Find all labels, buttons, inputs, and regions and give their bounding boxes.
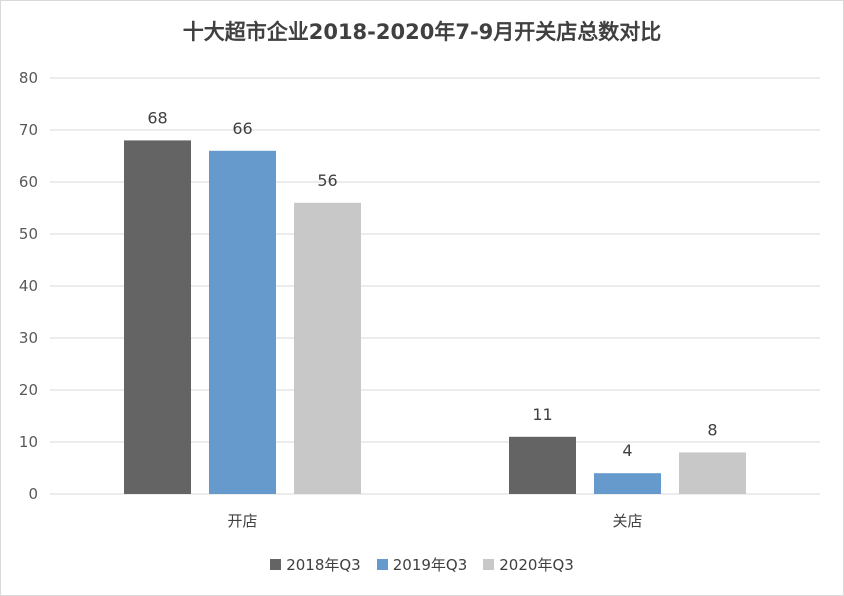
y-tick-label: 10 bbox=[19, 433, 38, 451]
bar bbox=[209, 150, 276, 495]
data-label: 56 bbox=[317, 171, 337, 190]
legend: 2018年Q3 2019年Q3 2020年Q3 bbox=[0, 554, 844, 575]
bar bbox=[594, 473, 661, 494]
legend-swatch bbox=[483, 559, 495, 570]
data-label: 4 bbox=[622, 441, 632, 460]
legend-label: 2020年Q3 bbox=[499, 556, 574, 574]
bar bbox=[294, 202, 361, 495]
legend-label: 2018年Q3 bbox=[286, 556, 361, 574]
data-label: 66 bbox=[232, 119, 252, 138]
y-tick-label: 70 bbox=[19, 121, 38, 139]
legend-swatch bbox=[270, 559, 282, 570]
legend-item: 2018年Q3 bbox=[270, 554, 361, 575]
legend-swatch bbox=[376, 559, 388, 570]
data-label: 8 bbox=[707, 420, 717, 439]
y-tick-label: 20 bbox=[19, 381, 38, 399]
chart-title: 十大超市企业2018-2020年7-9月开关店总数对比 bbox=[182, 20, 662, 44]
bar bbox=[679, 452, 746, 494]
legend-item: 2019年Q3 bbox=[376, 554, 468, 575]
data-label: 68 bbox=[147, 108, 167, 127]
y-tick-label: 60 bbox=[19, 173, 38, 191]
y-tick-label: 40 bbox=[19, 277, 38, 295]
category-label: 开店 bbox=[227, 512, 257, 530]
bar bbox=[509, 436, 576, 494]
data-label: 11 bbox=[532, 405, 552, 424]
y-tick-label: 80 bbox=[19, 69, 38, 87]
y-tick-label: 50 bbox=[19, 225, 38, 243]
category-label: 关店 bbox=[612, 512, 642, 530]
bar bbox=[124, 140, 191, 494]
y-tick-label: 30 bbox=[19, 329, 38, 347]
legend-item: 2020年Q3 bbox=[483, 554, 574, 575]
legend-label: 2019年Q3 bbox=[392, 556, 468, 574]
y-tick-label: 0 bbox=[28, 485, 38, 503]
